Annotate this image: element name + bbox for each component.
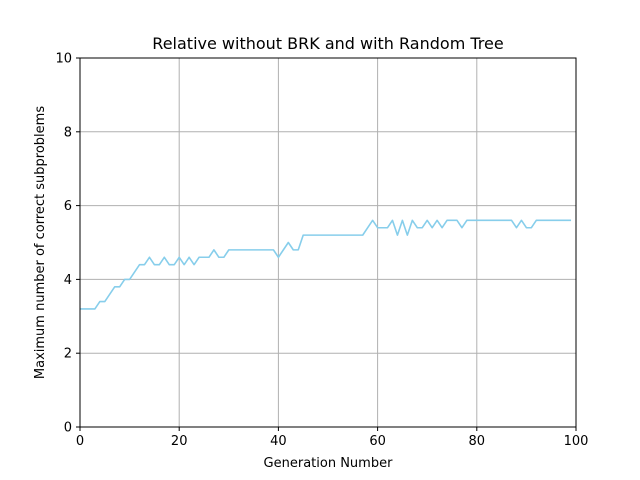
y-tick-label: 2 — [64, 347, 72, 362]
series-layer — [80, 219, 572, 310]
series-line — [80, 219, 572, 310]
x-tick-label: 40 — [270, 434, 287, 449]
y-axis-label: Maximum number of correct subproblems — [33, 106, 48, 379]
x-tick-label: 100 — [564, 434, 589, 449]
x-tick-label: 80 — [469, 434, 486, 449]
y-tick-label: 8 — [64, 125, 72, 140]
y-tick-label: 0 — [64, 421, 72, 436]
x-axis-ticks: 0 20 40 60 80 100 — [76, 427, 589, 449]
y-tick-label: 10 — [55, 52, 72, 67]
plot-area-frame — [79, 57, 577, 428]
x-tick-label: 60 — [369, 434, 386, 449]
y-tick-label: 6 — [64, 199, 72, 214]
x-axis-label: Generation Number — [264, 456, 394, 471]
y-tick-label: 4 — [64, 273, 72, 288]
x-tick-label: 0 — [76, 434, 84, 449]
x-tick-label: 20 — [171, 434, 188, 449]
y-axis-ticks: 0 2 4 6 8 10 — [55, 52, 80, 436]
chart-title: Relative without BRK and with Random Tre… — [152, 34, 503, 53]
